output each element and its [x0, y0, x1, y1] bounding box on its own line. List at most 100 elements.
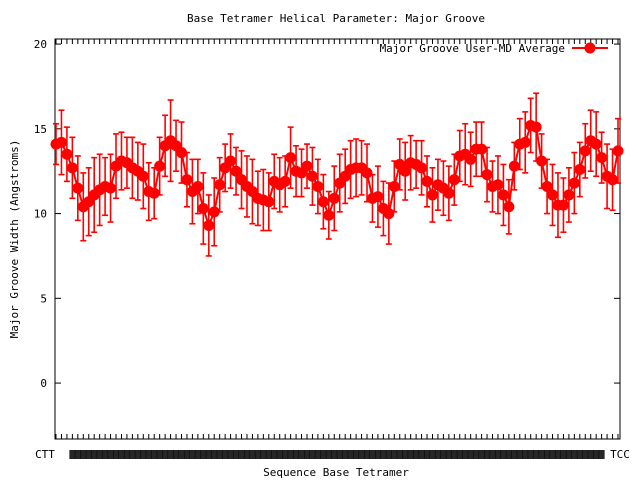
x-tick-label-blur [173, 450, 180, 459]
data-point [323, 209, 335, 221]
data-point [197, 202, 209, 214]
x-tick-label-blur [336, 450, 343, 459]
data-point [285, 152, 297, 164]
data-point [225, 155, 237, 167]
data-point [361, 167, 373, 179]
data-point [568, 177, 580, 189]
data-point [66, 162, 78, 174]
x-tick-label-blur [413, 450, 420, 459]
x-tick-label-blur [478, 450, 485, 459]
x-tick-label-blur [238, 450, 245, 459]
data-point [148, 187, 160, 199]
x-tick-label-blur [462, 450, 469, 459]
data-point [590, 138, 602, 150]
x-tick-label-blur [287, 450, 294, 459]
x-tick-label-blur [434, 450, 441, 459]
x-tick-label-blur [429, 450, 436, 459]
x-tick-label-blur [473, 450, 480, 459]
x-tick-label-blur [249, 450, 256, 459]
legend-marker [584, 42, 596, 54]
data-point [317, 196, 329, 208]
data-point [372, 191, 384, 203]
x-tick-label-blur [205, 450, 212, 459]
data-point [530, 121, 542, 133]
x-tick-label-blur [396, 450, 403, 459]
x-tick-label-blur [533, 450, 540, 459]
x-tick-label-blur [156, 450, 163, 459]
x-tick-label-blur [282, 450, 289, 459]
data-point [612, 145, 624, 157]
data-point [481, 169, 493, 181]
data-point [55, 136, 67, 148]
x-tick-label-blur [325, 450, 332, 459]
x-tick-label-blur [123, 450, 130, 459]
data-point [203, 219, 215, 231]
data-point [208, 206, 220, 218]
x-tick-label-blur [374, 450, 381, 459]
data-point [497, 189, 509, 201]
x-tick-label-blur [113, 450, 120, 459]
x-tick-label-blur [102, 450, 109, 459]
x-tick-label-blur [456, 450, 463, 459]
data-point [557, 199, 569, 211]
data-point [426, 189, 438, 201]
data-point [508, 160, 520, 172]
x-tick-label-blur [571, 450, 578, 459]
x-tick-label-blur [418, 450, 425, 459]
x-tick-label-blur [364, 450, 371, 459]
x-tick-label-blur [576, 450, 583, 459]
x-tick-label-blur [151, 450, 158, 459]
x-tick-label-blur [91, 450, 98, 459]
x-tick-label-blur [276, 450, 283, 459]
x-tick-label-blur [134, 450, 141, 459]
series-major-groove [50, 92, 624, 257]
data-point [574, 164, 586, 176]
x-tick-label-blur [200, 450, 207, 459]
x-tick-label-blur [222, 450, 229, 459]
data-point [306, 170, 318, 182]
data-point [536, 155, 548, 167]
x-tick-label-blur [527, 450, 534, 459]
data-point [175, 147, 187, 159]
x-tick-label-blur [178, 450, 185, 459]
data-point [541, 180, 553, 192]
x-tick-label-blur [342, 450, 349, 459]
x-tick-label-blur [582, 450, 589, 459]
x-tick-label-blur [243, 450, 250, 459]
x-tick-label-blur [369, 450, 376, 459]
x-tick-label-blur [560, 450, 567, 459]
x-tick-label-blur [484, 450, 491, 459]
plot-frame [54, 38, 621, 440]
x-tick-label-blur [320, 450, 327, 459]
data-point [105, 182, 117, 194]
y-tick-label: 5 [40, 292, 47, 305]
data-point [301, 160, 313, 172]
x-tick-label-first: CTT [35, 448, 55, 461]
x-tick-label-blur [118, 450, 125, 459]
x-tick-label-blur [145, 450, 152, 459]
data-point [328, 192, 340, 204]
x-tick-label-blur [505, 450, 512, 459]
x-tick-label-blur [598, 450, 605, 459]
x-axis [55, 39, 619, 439]
x-tick-label-blur [538, 450, 545, 459]
x-tick-label-blur [96, 450, 103, 459]
x-tick-label-blur [565, 450, 572, 459]
x-tick-label-blur [216, 450, 223, 459]
x-tick-label-blur [593, 450, 600, 459]
data-point [443, 187, 455, 199]
y-tick-label: 10 [34, 208, 47, 221]
x-tick-label-blur [80, 450, 87, 459]
data-point [503, 201, 515, 213]
x-tick-label-blur [358, 450, 365, 459]
x-tick-label-blur [467, 450, 474, 459]
x-tick-label-blur [385, 450, 392, 459]
x-tick-label-blur [445, 450, 452, 459]
chart-title: Base Tetramer Helical Parameter: Major G… [187, 12, 485, 25]
x-tick-label-blur [500, 450, 507, 459]
x-tick-label-blur [254, 450, 261, 459]
x-tick-label-blur [303, 450, 310, 459]
data-point [607, 174, 619, 186]
x-tick-label-blur [494, 450, 501, 459]
x-tick-label-blur [347, 450, 354, 459]
